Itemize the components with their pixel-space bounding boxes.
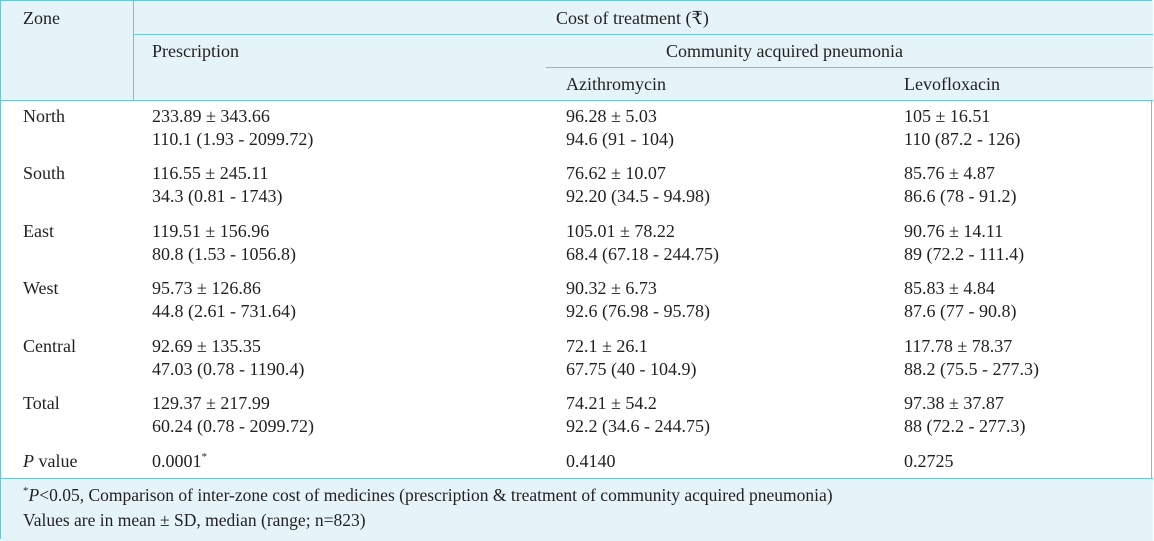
mean-sd: 92.69 ± 135.35 [152,336,261,356]
median-range: 92.6 (76.98 - 95.78) [566,301,710,321]
row-zone-central: Central [23,336,76,356]
significance-mark: * [201,451,208,463]
row-north-azithromycin: 96.28 ± 5.03 94.6 (91 - 104) [566,105,674,151]
row-total-azithromycin: 74.21 ± 54.2 92.2 (34.6 - 244.75) [566,392,710,438]
header-rule-cap [546,67,1153,68]
header-azithromycin: Azithromycin [566,74,666,94]
mean-sd: 117.78 ± 78.37 [904,336,1013,356]
row-north-prescription: 233.89 ± 343.66 110.1 (1.93 - 2099.72) [152,105,313,151]
mean-sd: 72.1 ± 26.1 [566,336,648,356]
row-zone-south: South [23,163,66,183]
zone-column-divider [133,1,134,100]
mean-sd: 97.38 ± 37.87 [904,393,1004,413]
mean-sd: 90.32 ± 6.73 [566,278,657,298]
row-total-prescription: 129.37 ± 217.99 60.24 (0.78 - 2099.72) [152,392,314,438]
header-prescription: Prescription [152,41,239,61]
footnote-p: P [28,485,40,505]
median-range: 110.1 (1.93 - 2099.72) [152,129,314,149]
median-range: 44.8 (2.61 - 731.64) [152,301,296,321]
header-cost-of-treatment: Cost of treatment (₹) [556,8,709,28]
row-pvalue-prescription: 0.0001* [152,450,207,473]
mean-sd: 95.73 ± 126.86 [152,278,261,298]
pvalue-number: 0.0001 [152,451,202,471]
median-range: 87.6 (77 - 90.8) [904,301,1017,321]
mean-sd: 105.01 ± 78.22 [566,221,675,241]
mean-sd: 85.83 ± 4.84 [904,278,995,298]
row-zone-total: Total [23,393,60,413]
row-pvalue-label: P value [23,450,77,473]
row-zone-east: East [23,221,54,241]
row-south-azithromycin: 76.62 ± 10.07 92.20 (34.5 - 94.98) [566,162,710,208]
median-range: 88.2 (75.5 - 277.3) [904,359,1039,379]
p-letter: P [23,451,34,471]
row-south-prescription: 116.55 ± 245.11 34.3 (0.81 - 1743) [152,162,282,208]
median-range: 89 (72.2 - 111.4) [904,244,1025,264]
median-range: 86.6 (78 - 91.2) [904,186,1017,206]
row-west-azithromycin: 90.32 ± 6.73 92.6 (76.98 - 95.78) [566,277,710,323]
median-range: 110 (87.2 - 126) [904,129,1021,149]
row-west-levofloxacin: 85.83 ± 4.84 87.6 (77 - 90.8) [904,277,1016,323]
row-pvalue-levofloxacin: 0.2725 [904,451,954,471]
footnote-mark: * [23,485,29,498]
row-total-levofloxacin: 97.38 ± 37.87 88 (72.2 - 277.3) [904,392,1025,438]
table-header [1,1,1153,101]
row-east-azithromycin: 105.01 ± 78.22 68.4 (67.18 - 244.75) [566,220,719,266]
row-east-levofloxacin: 90.76 ± 14.11 89 (72.2 - 111.4) [904,220,1024,266]
table-footer [1,478,1153,541]
median-range: 80.8 (1.53 - 1056.8) [152,244,296,264]
mean-sd: 90.76 ± 14.11 [904,221,1004,241]
row-central-azithromycin: 72.1 ± 26.1 67.75 (40 - 104.9) [566,335,696,381]
header-zone: Zone [23,8,60,28]
row-zone-west: West [23,278,59,298]
row-central-levofloxacin: 117.78 ± 78.37 88.2 (75.5 - 277.3) [904,335,1039,381]
row-pvalue-azithromycin: 0.4140 [566,451,616,471]
median-range: 92.2 (34.6 - 244.75) [566,416,710,436]
mean-sd: 129.37 ± 217.99 [152,393,270,413]
footnote-values: Values are in mean ± SD, median (range; … [23,510,366,530]
header-levofloxacin: Levofloxacin [904,74,1000,94]
mean-sd: 105 ± 16.51 [904,106,991,126]
mean-sd: 96.28 ± 5.03 [566,106,657,126]
row-north-levofloxacin: 105 ± 16.51 110 (87.2 - 126) [904,105,1020,151]
row-south-levofloxacin: 85.76 ± 4.87 86.6 (78 - 91.2) [904,162,1016,208]
row-east-prescription: 119.51 ± 156.96 80.8 (1.53 - 1056.8) [152,220,296,266]
header-cap: Community acquired pneumonia [666,41,903,61]
header-rule-cost [134,34,1153,35]
footnote-text: <0.05, Comparison of inter-zone cost of … [39,485,833,505]
footnote-significance: *P<0.05, Comparison of inter-zone cost o… [23,484,833,506]
median-range: 60.24 (0.78 - 2099.72) [152,416,314,436]
mean-sd: 76.62 ± 10.07 [566,163,666,183]
median-range: 92.20 (34.5 - 94.98) [566,186,710,206]
mean-sd: 233.89 ± 343.66 [152,106,270,126]
median-range: 94.6 (91 - 104) [566,129,674,149]
mean-sd: 119.51 ± 156.96 [152,221,270,241]
median-range: 47.03 (0.78 - 1190.4) [152,359,305,379]
median-range: 34.3 (0.81 - 1743) [152,186,283,206]
median-range: 68.4 (67.18 - 244.75) [566,244,719,264]
mean-sd: 116.55 ± 245.11 [152,163,269,183]
row-central-prescription: 92.69 ± 135.35 47.03 (0.78 - 1190.4) [152,335,304,381]
value-word: value [34,451,78,471]
mean-sd: 85.76 ± 4.87 [904,163,995,183]
row-zone-north: North [23,106,65,126]
row-west-prescription: 95.73 ± 126.86 44.8 (2.61 - 731.64) [152,277,296,323]
median-range: 67.75 (40 - 104.9) [566,359,697,379]
mean-sd: 74.21 ± 54.2 [566,393,657,413]
median-range: 88 (72.2 - 277.3) [904,416,1026,436]
